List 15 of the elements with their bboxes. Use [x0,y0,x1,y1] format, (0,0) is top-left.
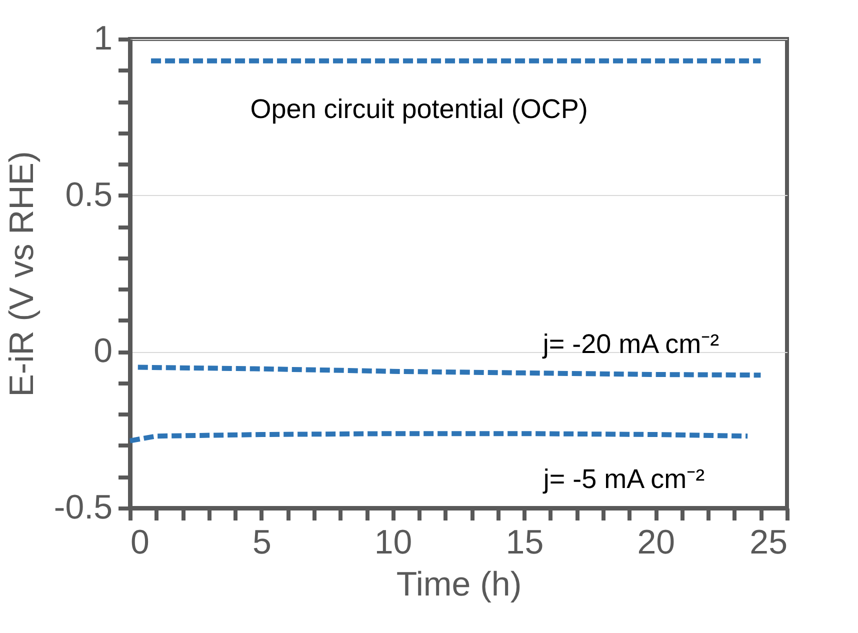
x-tick-label: 20 [637,524,676,562]
x-tick-label: 15 [506,524,544,562]
y-tick-label: 0 [94,332,112,370]
annotation: j= -20 mA cm⁻² [542,329,720,359]
annotation: Open circuit potential (OCP) [250,94,588,124]
x-tick-label: 25 [750,524,788,562]
annotation: j= -5 mA cm⁻² [542,464,705,494]
y-axis-title: E-iR (V vs RHE) [2,151,41,397]
x-axis-title: Time (h) [396,566,522,604]
y-tick-label: 0.5 [65,176,112,214]
x-tick-label: 0 [130,524,150,562]
y-tick-label: 1 [94,20,112,58]
y-tick-label: -0.5 [54,488,112,526]
x-tick-label: 5 [252,524,272,562]
x-tick-label: 10 [374,524,412,562]
